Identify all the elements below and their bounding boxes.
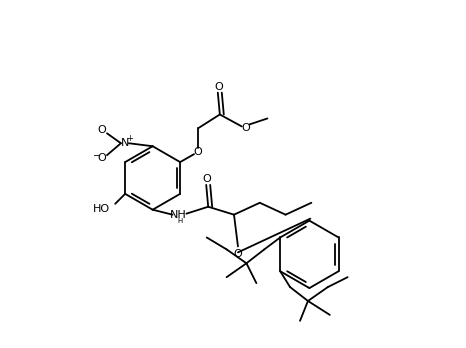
Text: NH: NH	[170, 210, 187, 220]
Text: HO: HO	[93, 204, 110, 214]
Text: O: O	[241, 124, 250, 133]
Text: −: −	[93, 151, 101, 161]
Text: O: O	[214, 82, 223, 92]
Text: O: O	[193, 147, 202, 157]
Text: H: H	[178, 218, 183, 224]
Text: O: O	[233, 250, 242, 259]
Text: O: O	[203, 174, 212, 184]
Text: O: O	[98, 125, 106, 135]
Text: +: +	[126, 134, 133, 143]
Text: O: O	[98, 153, 106, 163]
Text: N: N	[121, 138, 129, 148]
